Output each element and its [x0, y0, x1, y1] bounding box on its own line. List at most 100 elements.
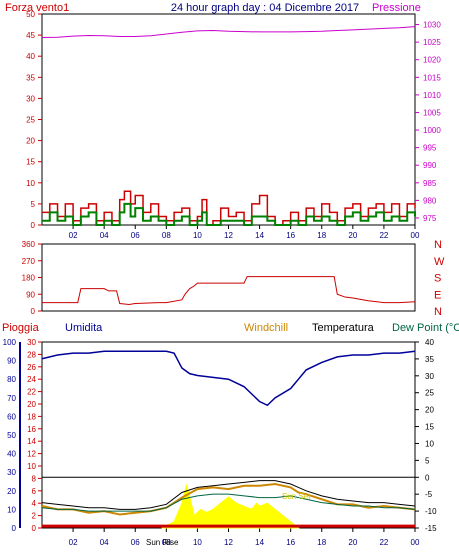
rain-tick-label: 24 — [27, 375, 36, 384]
compass-label: W — [434, 256, 445, 268]
chart1-series — [41, 26, 416, 226]
x-tick-label: 08 — [162, 231, 171, 240]
chart3-temperature-ticks: -15 -10 -5 0 5 10 15 20 25 30 35 40 — [415, 338, 437, 533]
temperature-tick-label: 35 — [425, 355, 434, 364]
humidity-tick-label: 0 — [12, 524, 17, 533]
pressure-tick-label: 1030 — [423, 21, 441, 30]
rain-tick-label: 22 — [27, 388, 36, 397]
wind-tick-label: 35 — [26, 73, 35, 82]
x-tick-label: 08 — [162, 538, 171, 547]
pressure-tick-label: 1020 — [423, 56, 441, 65]
chart-title: 24 hour graph day : 04 Dicembre 2017 — [171, 2, 359, 14]
wind-tick-label: 5 — [31, 200, 36, 209]
wind-direction-line — [42, 276, 416, 305]
x-tick-label: 12 — [224, 538, 233, 547]
chart1-left-ticks: 0 5 10 15 20 25 30 35 40 45 50 — [26, 10, 42, 230]
rain-tick-label: 30 — [27, 338, 36, 347]
temperature-tick-label: 40 — [425, 338, 434, 347]
x-tick-label: 20 — [348, 538, 357, 547]
wind-tick-label: 20 — [26, 137, 35, 146]
pressure-tick-label: 985 — [423, 179, 437, 188]
temperature-tick-label: 5 — [425, 456, 430, 465]
x-tick-label: 02 — [69, 538, 78, 547]
temperature-tick-label: 20 — [425, 406, 434, 415]
rain-tick-label: 8 — [32, 474, 37, 483]
x-tick-label: 18 — [317, 538, 326, 547]
humidity-tick-label: 60 — [7, 412, 16, 421]
pressure-tick-label: 980 — [423, 196, 437, 205]
x-tick-label: 10 — [193, 231, 202, 240]
rain-axis-title: Pioggia — [2, 322, 40, 334]
wind-gust-line — [42, 202, 416, 226]
rain-tick-label: 6 — [32, 487, 37, 496]
rain-tick-label: 0 — [32, 524, 37, 533]
temperature-line — [41, 480, 416, 510]
dewpoint-line — [41, 493, 416, 512]
wind-tick-label: 40 — [26, 52, 35, 61]
x-tick-label: 10 — [193, 538, 202, 547]
direction-tick-label: 180 — [22, 274, 36, 283]
temperature-axis-title: Temperatura — [312, 322, 375, 334]
pressure-tick-label: 995 — [423, 144, 437, 153]
humidity-tick-label: 20 — [7, 487, 16, 496]
humidity-tick-label: 50 — [7, 431, 16, 440]
humidity-line — [41, 350, 416, 407]
temperature-tick-label: 25 — [425, 389, 434, 398]
wind-tick-label: 10 — [26, 179, 35, 188]
pressure-tick-label: 1005 — [423, 108, 441, 117]
rain-tick-label: 10 — [27, 462, 36, 471]
wind-tick-label: 15 — [26, 158, 35, 167]
x-tick-label: 14 — [255, 538, 264, 547]
temperature-tick-label: 10 — [425, 439, 434, 448]
x-tick-label: 16 — [286, 231, 295, 240]
pressure-tick-label: 1015 — [423, 73, 441, 82]
temperature-tick-label: -15 — [425, 524, 437, 533]
chart1-x-ticks: 02 04 06 08 10 12 14 16 18 20 22 00 — [69, 225, 420, 240]
x-tick-label: 14 — [255, 231, 264, 240]
rain-tick-label: 4 — [32, 499, 37, 508]
wind-tick-label: 50 — [26, 10, 35, 19]
compass-label: N — [434, 239, 442, 251]
rain-tick-label: 28 — [27, 350, 36, 359]
temperature-tick-label: 0 — [425, 473, 430, 482]
x-tick-label: 22 — [379, 538, 388, 547]
pressure-tick-label: 990 — [423, 161, 437, 170]
temperature-tick-label: 30 — [425, 372, 434, 381]
x-tick-label: 06 — [131, 538, 140, 547]
temperature-tick-label: 15 — [425, 423, 434, 432]
temperature-tick-label: -10 — [425, 507, 437, 516]
x-tick-label: 04 — [100, 231, 109, 240]
pressure-tick-label: 1000 — [423, 126, 441, 135]
windchill-line — [41, 483, 416, 516]
wind-axis-title: Forza vento1 — [5, 2, 69, 14]
x-tick-label: 06 — [131, 231, 140, 240]
direction-tick-label: 90 — [26, 290, 35, 299]
direction-tick-label: 0 — [31, 307, 36, 316]
rain-tick-label: 18 — [27, 412, 36, 421]
wind-tick-label: 45 — [26, 31, 35, 40]
chart2-plot-area — [41, 243, 416, 312]
humidity-tick-label: 70 — [7, 394, 16, 403]
rain-tick-label: 16 — [27, 425, 36, 434]
sun-rise-label: Sun Rise — [146, 538, 179, 547]
humidity-tick-label: 30 — [7, 468, 16, 477]
humidity-tick-label: 90 — [7, 357, 16, 366]
x-tick-label: 20 — [348, 231, 357, 240]
chart3-humidity-ticks: 0 10 20 30 40 50 60 70 80 90 100 — [3, 338, 17, 533]
chart3-series — [41, 350, 416, 529]
rain-tick-label: 26 — [27, 363, 36, 372]
x-tick-label: 00 — [411, 231, 420, 240]
humidity-tick-label: 80 — [7, 375, 16, 384]
wind-tick-label: 30 — [26, 94, 35, 103]
pressure-tick-label: 1010 — [423, 91, 441, 100]
pressure-line — [41, 26, 416, 39]
dewpoint-axis-title: Dew Point (°C — [392, 322, 459, 334]
compass-label: S — [434, 273, 441, 285]
pressure-tick-label: 975 — [423, 214, 437, 223]
x-tick-label: 02 — [69, 231, 78, 240]
x-tick-label: 22 — [379, 231, 388, 240]
wind-tick-label: 25 — [26, 116, 35, 125]
direction-tick-label: 360 — [22, 240, 36, 249]
